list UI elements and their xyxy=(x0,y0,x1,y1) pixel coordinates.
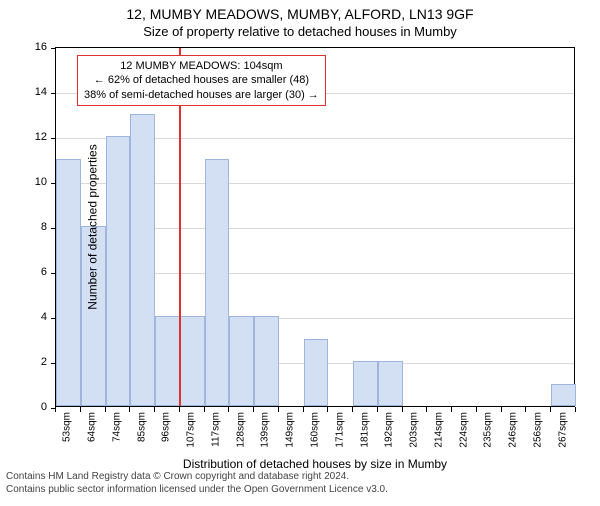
bar xyxy=(56,159,81,407)
bar xyxy=(106,136,131,406)
xtick-label: 128sqm xyxy=(235,412,246,448)
page-subtitle: Size of property relative to detached ho… xyxy=(0,24,600,39)
xtick-label: 64sqm xyxy=(87,412,98,442)
footer-line-1: Contains HM Land Registry data © Crown c… xyxy=(6,471,388,484)
xtick-mark xyxy=(80,407,81,412)
bar xyxy=(155,316,180,406)
bar xyxy=(180,316,205,406)
xtick-mark xyxy=(451,407,452,412)
xtick-label: 74sqm xyxy=(111,412,122,442)
xtick-mark xyxy=(377,407,378,412)
xtick-label: 181sqm xyxy=(359,412,370,448)
bar xyxy=(205,159,230,407)
xtick-mark xyxy=(154,407,155,412)
bar xyxy=(229,316,254,406)
xtick-mark xyxy=(476,407,477,412)
xtick-mark xyxy=(525,407,526,412)
ytick-label: 4 xyxy=(17,311,47,323)
bar xyxy=(304,339,329,407)
xtick-mark xyxy=(327,407,328,412)
xtick-mark xyxy=(228,407,229,412)
xtick-label: 256sqm xyxy=(532,412,543,448)
xtick-label: 107sqm xyxy=(186,412,197,448)
xtick-mark xyxy=(303,407,304,412)
xtick-label: 53sqm xyxy=(62,412,73,442)
xtick-label: 235sqm xyxy=(483,412,494,448)
bar xyxy=(551,384,576,407)
ytick-label: 6 xyxy=(17,266,47,278)
annotation-line-2: ← 62% of detached houses are smaller (48… xyxy=(84,73,319,87)
xtick-label: 96sqm xyxy=(161,412,172,442)
annotation-line-3: 38% of semi-detached houses are larger (… xyxy=(84,88,319,102)
ytick-label: 2 xyxy=(17,356,47,368)
xtick-label: 192sqm xyxy=(384,412,395,448)
ytick-label: 14 xyxy=(17,86,47,98)
ytick-label: 12 xyxy=(17,131,47,143)
xtick-label: 149sqm xyxy=(285,412,296,448)
xtick-mark xyxy=(179,407,180,412)
xtick-mark xyxy=(105,407,106,412)
xtick-mark xyxy=(426,407,427,412)
x-axis-label: Distribution of detached houses by size … xyxy=(55,457,575,471)
footer-line-2: Contains public sector information licen… xyxy=(6,484,388,497)
bar xyxy=(378,361,403,406)
footer-attribution: Contains HM Land Registry data © Crown c… xyxy=(6,471,388,496)
bar xyxy=(254,316,279,406)
ytick-label: 0 xyxy=(17,401,47,413)
xtick-label: 139sqm xyxy=(260,412,271,448)
xtick-mark xyxy=(352,407,353,412)
ytick-label: 16 xyxy=(17,41,47,53)
xtick-label: 171sqm xyxy=(334,412,345,448)
xtick-mark xyxy=(501,407,502,412)
ytick-label: 8 xyxy=(17,221,47,233)
ytick-mark xyxy=(51,93,56,94)
y-axis-label: Number of detached properties xyxy=(86,144,100,309)
xtick-mark xyxy=(402,407,403,412)
histogram-chart: Number of detached properties Distributi… xyxy=(55,47,575,407)
xtick-mark xyxy=(129,407,130,412)
annotation-line-1: 12 MUMBY MEADOWS: 104sqm xyxy=(84,59,319,73)
bar xyxy=(353,361,378,406)
xtick-label: 117sqm xyxy=(210,412,221,447)
bar xyxy=(130,114,155,407)
xtick-mark xyxy=(253,407,254,412)
xtick-mark xyxy=(204,407,205,412)
xtick-label: 224sqm xyxy=(458,412,469,448)
ytick-mark xyxy=(51,138,56,139)
xtick-mark xyxy=(55,407,56,412)
xtick-mark xyxy=(550,407,551,412)
annotation-box: 12 MUMBY MEADOWS: 104sqm ← 62% of detach… xyxy=(77,55,326,106)
xtick-label: 214sqm xyxy=(433,412,444,448)
xtick-label: 246sqm xyxy=(508,412,519,448)
xtick-label: 85sqm xyxy=(136,412,147,442)
ytick-label: 10 xyxy=(17,176,47,188)
xtick-label: 267sqm xyxy=(557,412,568,448)
xtick-label: 160sqm xyxy=(310,412,321,448)
xtick-mark xyxy=(278,407,279,412)
xtick-label: 203sqm xyxy=(409,412,420,448)
page-title: 12, MUMBY MEADOWS, MUMBY, ALFORD, LN13 9… xyxy=(0,6,600,22)
xtick-mark xyxy=(575,407,576,412)
ytick-mark xyxy=(51,48,56,49)
